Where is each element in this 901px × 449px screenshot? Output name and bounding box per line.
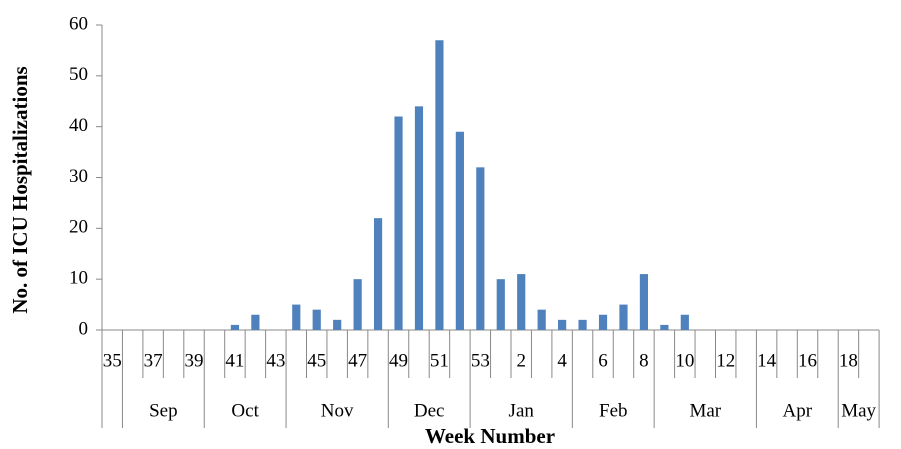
- x-tick-label: 43: [266, 350, 285, 371]
- x-tick-label: 2: [516, 350, 526, 371]
- bar: [496, 279, 505, 330]
- y-tick-label: 60: [69, 13, 88, 34]
- month-label: Apr: [783, 400, 813, 421]
- x-tick-label: 53: [471, 350, 490, 371]
- bar: [312, 309, 321, 330]
- bar: [230, 324, 240, 330]
- x-tick-label: 16: [798, 350, 817, 371]
- month-label: Dec: [414, 400, 445, 421]
- y-axis-title: No. of ICU Hospitalizations: [8, 66, 32, 313]
- month-label: Oct: [231, 400, 259, 421]
- bar: [537, 309, 546, 330]
- x-axis-title: Week Number: [425, 424, 555, 448]
- bar: [414, 106, 424, 330]
- month-label: Feb: [599, 400, 628, 421]
- bar: [598, 314, 608, 330]
- bar: [353, 279, 362, 330]
- bar: [476, 167, 485, 330]
- x-tick-label: 41: [225, 350, 244, 371]
- x-tick-label: 35: [103, 350, 122, 371]
- month-label: Mar: [689, 400, 721, 421]
- y-tick-label: 10: [69, 268, 88, 289]
- bar: [435, 40, 444, 330]
- x-tick-label: 18: [839, 350, 858, 371]
- month-label: May: [841, 400, 876, 421]
- bar: [394, 116, 403, 330]
- y-tick-label: 40: [69, 115, 88, 136]
- month-label: Jan: [509, 400, 535, 421]
- bar: [292, 304, 301, 330]
- x-tick-label: 51: [430, 350, 449, 371]
- x-tick-label: 47: [348, 350, 367, 371]
- x-tick-label: 14: [757, 350, 777, 371]
- bar: [680, 314, 689, 330]
- x-tick-label: 4: [557, 350, 567, 371]
- bar: [455, 131, 464, 330]
- y-tick-label: 50: [69, 64, 88, 85]
- x-tick-label: 37: [144, 350, 163, 371]
- x-tick-label: 8: [639, 350, 649, 371]
- bar: [639, 274, 649, 330]
- bar: [517, 274, 526, 330]
- month-label: Sep: [149, 400, 178, 421]
- x-tick-label: 49: [389, 350, 408, 371]
- month-label: Nov: [321, 400, 354, 421]
- bar: [558, 319, 567, 330]
- x-tick-label: 45: [307, 350, 326, 371]
- bar: [578, 319, 587, 330]
- x-tick-label: 10: [675, 350, 694, 371]
- x-tick-label: 6: [598, 350, 608, 371]
- y-tick-label: 20: [69, 217, 88, 238]
- bar: [619, 304, 628, 330]
- x-tick-label: 39: [185, 350, 204, 371]
- bar: [373, 218, 383, 330]
- x-tick-label: 12: [716, 350, 735, 371]
- bar: [660, 324, 669, 330]
- bar: [333, 319, 342, 330]
- y-tick-label: 30: [69, 166, 88, 187]
- bar: [251, 314, 260, 330]
- y-tick-label: 0: [79, 318, 89, 339]
